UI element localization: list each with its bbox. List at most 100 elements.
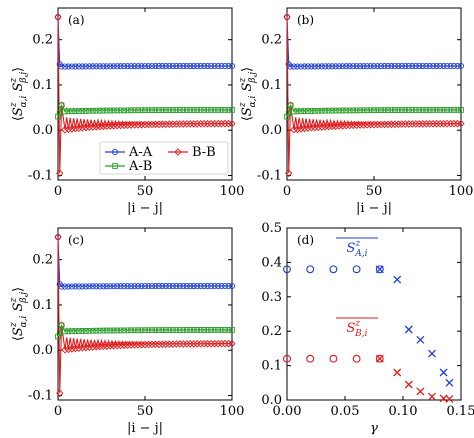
data-point-A-B: [180, 327, 187, 333]
data-point-B-B: [89, 343, 97, 351]
data-point-A-B: [76, 328, 82, 334]
data-point-A-A: [121, 63, 128, 70]
data-point-A-B: [447, 107, 454, 113]
data-point-A-B: [360, 107, 367, 114]
data-point-B-B: [130, 341, 139, 349]
data-point-A-B: [173, 107, 180, 113]
data-point-B-B: [352, 121, 361, 130]
data-point-A-B: [225, 107, 232, 113]
data-point-B-B: [304, 124, 312, 132]
data-point-B-B: [311, 123, 319, 132]
data-point-B-B: [96, 122, 104, 131]
data-point-A-A: [93, 283, 100, 290]
data-point-A-B: [176, 107, 183, 113]
data-point-circle: [352, 354, 361, 363]
data-point-A-B: [201, 327, 208, 333]
data-point-A-B: [169, 327, 176, 333]
data-point-A-A: [377, 63, 385, 70]
data-point-A-B: [156, 327, 162, 333]
data-point-B-B: [113, 121, 121, 130]
data-point-A-B: [135, 327, 141, 334]
data-point-A-B: [100, 327, 107, 334]
data-point-A-B: [166, 327, 173, 333]
data-point-A-B: [385, 107, 391, 113]
data-point-A-A: [61, 283, 69, 290]
data-point-B-B: [130, 121, 139, 129]
legend: A-A B-B A-B: [99, 141, 229, 175]
data-point-A-A: [440, 62, 447, 70]
data-point-A-B: [65, 328, 72, 335]
data-point-A-A: [110, 283, 117, 290]
data-point-B-B: [61, 345, 69, 354]
data-point-A-A: [100, 283, 107, 290]
legend-label: B-B: [192, 145, 216, 160]
data-point-A-B: [149, 107, 155, 113]
data-point-A-A: [197, 282, 204, 290]
data-point-A-B: [117, 327, 124, 334]
data-point-A-B: [128, 107, 134, 114]
data-point-A-A: [315, 63, 322, 70]
data-point-A-B: [89, 107, 96, 114]
plot-frame: [286, 7, 462, 181]
data-point-A-A: [409, 62, 416, 70]
data-point-A-B: [229, 327, 235, 333]
data-point-A-A: [141, 63, 149, 70]
y-axis-label: ⟨Szα,i Szβ,j⟩: [238, 67, 258, 121]
data-point-A-B: [350, 107, 356, 114]
data-point-A-A: [89, 63, 96, 70]
data-point-A-A: [89, 283, 96, 290]
data-point-A-B: [110, 107, 117, 114]
data-point-A-A: [190, 62, 197, 70]
x-axis-label: |i − j|: [127, 421, 163, 436]
data-point-A-A: [384, 63, 391, 70]
data-point-A-A: [402, 63, 409, 70]
data-point-A-B: [395, 107, 402, 113]
data-point-A-A: [412, 62, 419, 70]
data-point-A-A: [388, 63, 395, 70]
data-point-cross: [428, 349, 436, 358]
data-point-A-A: [128, 283, 135, 290]
data-point-A-A: [93, 63, 100, 70]
data-point-A-B: [96, 327, 103, 334]
data-point-B-B: [314, 123, 322, 132]
data-point-A-A: [145, 283, 152, 290]
data-point-A-A: [398, 63, 405, 70]
data-point-A-B: [353, 107, 360, 114]
y-axis-label: ⟨Szα,i Szβ,j⟩: [9, 67, 29, 121]
y-axis-label: ⟨Szα,i Szβ,j⟩: [9, 287, 29, 341]
data-point-cross: [445, 378, 454, 387]
data-point-A-B: [308, 108, 315, 114]
data-point-B-B: [89, 123, 97, 131]
data-point-A-B: [93, 327, 100, 334]
data-point-A-B: [197, 327, 204, 333]
data-point-cross-stroke: [445, 395, 454, 403]
data-point-B-B: [110, 121, 118, 130]
data-point-cross: [393, 275, 402, 284]
data-point-B-B: [103, 122, 111, 130]
data-point-A-B: [426, 107, 433, 113]
data-point-A-B: [183, 327, 190, 333]
x-tick-label: 0: [54, 404, 62, 419]
data-point-A-B: [412, 107, 419, 113]
data-point-B-B: [120, 341, 128, 350]
data-point-A-B: [107, 327, 114, 334]
data-point-cross-stroke: [404, 380, 413, 389]
data-point-A-A: [395, 63, 402, 70]
data-point-A-A: [322, 63, 329, 70]
data-point-A-A: [430, 62, 437, 70]
data-point-A-A: [103, 63, 110, 70]
data-point-A-B: [194, 107, 201, 113]
data-point-A-A: [141, 283, 149, 290]
data-point-A-B: [437, 107, 443, 113]
data-point-A-B: [159, 107, 166, 113]
data-point-A-B: [343, 107, 350, 114]
data-point-A-A: [363, 63, 371, 70]
x-axis-label: |i − j|: [127, 201, 163, 216]
data-point-A-A: [131, 63, 138, 70]
data-point-A-B: [58, 102, 65, 109]
data-point-A-B: [82, 328, 89, 334]
data-point-A-B: [149, 327, 155, 333]
data-point-A-B: [114, 107, 121, 114]
data-point-A-A: [339, 63, 346, 70]
